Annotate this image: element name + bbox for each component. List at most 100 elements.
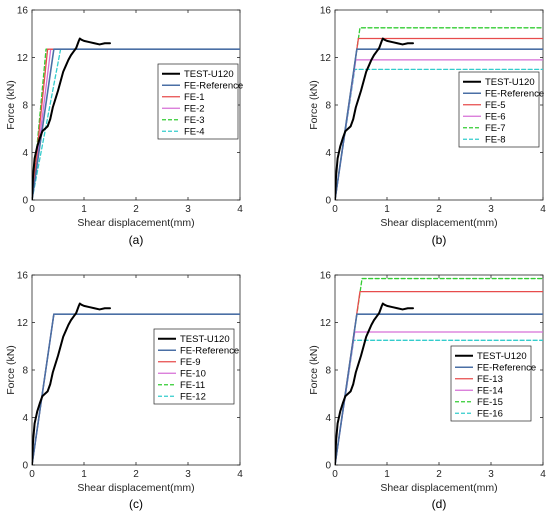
legend-box	[458, 71, 540, 148]
panel-caption: (c)	[129, 497, 143, 511]
legend-entry-label: FE-15	[477, 397, 503, 408]
x-tick-label: 4	[237, 469, 243, 480]
x-tick-label: 1	[384, 469, 390, 480]
y-axis-label: Force (kN)	[308, 80, 320, 130]
legend-entry-label: FE-8	[485, 135, 506, 146]
series-line-fe-reference	[32, 48, 240, 200]
legend-entry-label: FE-14	[477, 386, 503, 397]
panel-caption: (a)	[129, 233, 144, 247]
y-tick-label: 8	[22, 366, 28, 377]
legend-entry-label: FE-3	[184, 115, 205, 126]
x-tick-label: 0	[332, 469, 338, 480]
legend-box	[153, 328, 235, 405]
x-tick-label: 1	[81, 204, 87, 215]
series-lines	[335, 27, 543, 200]
x-tick-label: 0	[29, 469, 35, 480]
series-lines	[32, 302, 240, 465]
series-line-fe-reference	[335, 48, 543, 200]
series-line-test-u120	[32, 37, 111, 200]
x-tick-label: 3	[488, 204, 494, 215]
series-lines	[335, 277, 543, 465]
y-tick-label: 0	[22, 196, 28, 207]
y-tick-label: 8	[22, 101, 28, 112]
legend: TEST-U120FE-ReferenceFE-13FE-14FE-15FE-1…	[450, 345, 536, 422]
series-line-test-u120	[32, 302, 111, 465]
legend-entry-label: FE-6	[485, 112, 506, 123]
legend-entry-label: FE-2	[184, 104, 205, 115]
series-line-fe-reference	[32, 313, 240, 465]
y-tick-label: 4	[325, 413, 331, 424]
y-tick-label: 16	[320, 271, 332, 282]
legend-entry-label: FE-Reference	[477, 363, 536, 374]
legend-box	[450, 345, 532, 422]
y-tick-label: 12	[17, 53, 29, 64]
x-tick-label: 0	[29, 204, 35, 215]
y-axis-label: Force (kN)	[5, 345, 17, 395]
legend-box	[157, 63, 239, 140]
x-tick-label: 4	[540, 469, 546, 480]
x-tick-label: 2	[133, 204, 139, 215]
x-tick-label: 0	[332, 204, 338, 215]
x-tick-label: 1	[81, 469, 87, 480]
y-tick-label: 8	[325, 366, 331, 377]
y-axis-label: Force (kN)	[5, 80, 17, 130]
panel-caption: (d)	[432, 497, 447, 511]
y-tick-label: 12	[17, 318, 29, 329]
series-line-test-u120	[335, 302, 414, 465]
legend-entry-label: FE-Reference	[184, 81, 243, 92]
legend-entry-label: FE-Reference	[180, 346, 239, 357]
series-lines	[32, 37, 240, 200]
x-tick-label: 4	[540, 204, 546, 215]
legend-entry-label: FE-5	[485, 100, 506, 111]
x-tick-label: 2	[436, 469, 442, 480]
y-tick-label: 4	[325, 148, 331, 159]
y-tick-label: 12	[320, 53, 332, 64]
x-axis-label: Shear displacement(mm)	[380, 217, 497, 229]
legend-entry-label: FE-4	[184, 127, 205, 138]
x-tick-label: 3	[488, 469, 494, 480]
legend-entry-label: FE-7	[485, 123, 506, 134]
legend-entry-label: TEST-U120	[180, 334, 230, 345]
x-axis-label: Shear displacement(mm)	[77, 482, 194, 494]
legend-entry-label: FE-16	[477, 409, 503, 420]
y-tick-label: 12	[320, 318, 332, 329]
legend-entry-label: FE-1	[184, 92, 205, 103]
series-line-test-u120	[335, 37, 414, 200]
y-tick-label: 4	[22, 148, 28, 159]
x-axis-label: Shear displacement(mm)	[380, 482, 497, 494]
y-tick-label: 0	[325, 461, 331, 472]
y-tick-label: 0	[325, 196, 331, 207]
panel-caption: (b)	[432, 233, 447, 247]
x-tick-label: 3	[185, 469, 191, 480]
y-tick-label: 8	[325, 101, 331, 112]
x-tick-label: 1	[384, 204, 390, 215]
y-tick-label: 16	[17, 6, 29, 17]
y-axis-label: Force (kN)	[308, 345, 320, 395]
y-tick-label: 16	[320, 6, 332, 17]
y-tick-label: 0	[22, 461, 28, 472]
x-tick-label: 2	[133, 469, 139, 480]
legend-entry-label: FE-10	[180, 369, 206, 380]
legend-entry-label: FE-13	[477, 374, 503, 385]
x-tick-label: 4	[237, 204, 243, 215]
series-line-fe-reference	[335, 313, 543, 465]
legend-entry-label: TEST-U120	[477, 351, 527, 362]
x-axis-label: Shear displacement(mm)	[77, 217, 194, 229]
y-tick-label: 16	[17, 271, 29, 282]
x-tick-label: 3	[185, 204, 191, 215]
legend-entry-label: FE-12	[180, 392, 206, 403]
legend-entry-label: TEST-U120	[184, 69, 234, 80]
legend-entry-label: TEST-U120	[485, 77, 535, 88]
y-tick-label: 4	[22, 413, 28, 424]
legend-entry-label: FE-Reference	[485, 89, 544, 100]
x-tick-label: 2	[436, 204, 442, 215]
legend-entry-label: FE-9	[180, 357, 201, 368]
